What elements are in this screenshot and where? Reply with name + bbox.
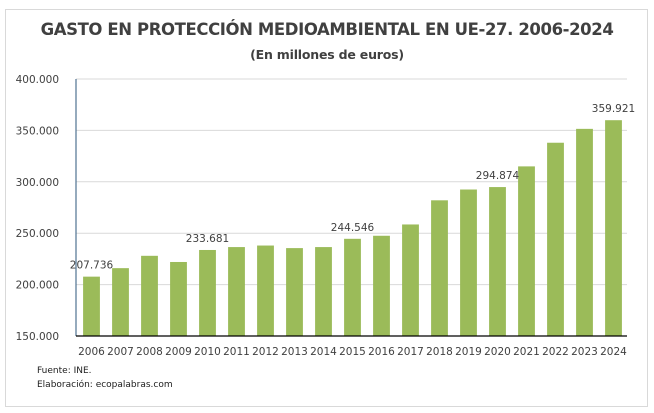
data-label: 233.681 [186,233,229,245]
y-tick-label: 400.000 [16,74,59,86]
chart-subtitle: (En millones de euros) [250,47,404,62]
x-tick-label: 2010 [194,346,221,358]
bar [141,255,158,336]
chart-title: GASTO EN PROTECCIÓN MEDIOAMBIENTAL EN UE… [40,20,614,39]
x-tick-label: 2024 [600,346,627,358]
x-tick-label: 2013 [281,346,308,358]
gridlines [76,78,627,286]
x-tick-label: 2006 [78,346,105,358]
bar [576,128,593,336]
bar [170,261,187,336]
x-tick-label: 2012 [252,346,279,358]
y-tick-label: 300.000 [16,177,59,189]
y-axis-ticks: 150.000 200.000 250.000 300.000 350.000 400.0… [16,74,59,343]
data-label: 359.921 [592,103,635,115]
x-tick-label: 2017 [397,346,424,358]
x-tick-label: 2015 [339,346,366,358]
x-tick-label: 2014 [310,346,337,358]
data-label: 294.874 [476,170,520,182]
bar [605,120,622,337]
x-tick-label: 2020 [484,346,511,358]
x-tick-label: 2023 [571,346,598,358]
data-label: 207.736 [70,260,114,272]
x-tick-label: 2019 [455,346,482,358]
bar [373,235,390,336]
x-tick-label: 2016 [368,346,395,358]
data-label: 244.546 [331,222,375,234]
y-tick-label: 150.000 [16,331,59,343]
x-tick-label: 2011 [223,346,250,358]
y-tick-label: 250.000 [16,228,59,240]
credit-note: Elaboración: ecopalabras.com [37,380,173,390]
x-tick-label: 2008 [136,346,163,358]
x-tick-label: 2009 [165,346,192,358]
bar [489,187,506,336]
x-tick-label: 2022 [542,346,569,358]
x-tick-label: 2018 [426,346,453,358]
bar [199,249,216,336]
x-tick-label: 2021 [513,346,540,358]
bar [83,276,100,336]
source-note: Fuente: INE. [37,366,92,376]
bar [431,200,448,336]
data-labels: 207.736 233.681 244.546 294.874 359.921 [70,103,635,271]
bar [286,248,303,336]
bar [518,166,535,336]
chart-frame [5,9,648,407]
bar [547,142,564,336]
y-tick-label: 200.000 [16,280,59,292]
x-axis-ticks: 2006 2007 2008 2009 2010 2011 2012 2013 2014 2015… [78,346,627,358]
bar [112,268,129,336]
bar [257,245,274,336]
bar [344,238,361,336]
y-tick-label: 350.000 [16,125,59,137]
bar [228,247,245,336]
bar [402,224,419,336]
bar [460,189,477,336]
bars [83,120,622,337]
x-tick-label: 2007 [107,346,134,358]
bar [315,247,332,336]
